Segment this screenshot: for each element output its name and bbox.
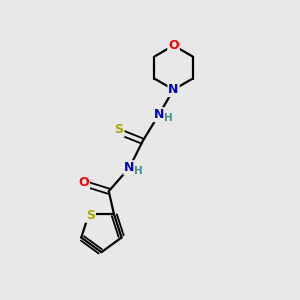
Text: N: N	[124, 161, 135, 174]
Text: S: S	[86, 209, 95, 222]
Text: N: N	[154, 108, 164, 121]
Text: H: H	[164, 112, 172, 123]
Text: S: S	[115, 124, 124, 136]
Text: O: O	[168, 39, 179, 52]
Text: O: O	[78, 176, 89, 189]
Text: N: N	[168, 83, 179, 96]
Text: H: H	[134, 166, 143, 176]
